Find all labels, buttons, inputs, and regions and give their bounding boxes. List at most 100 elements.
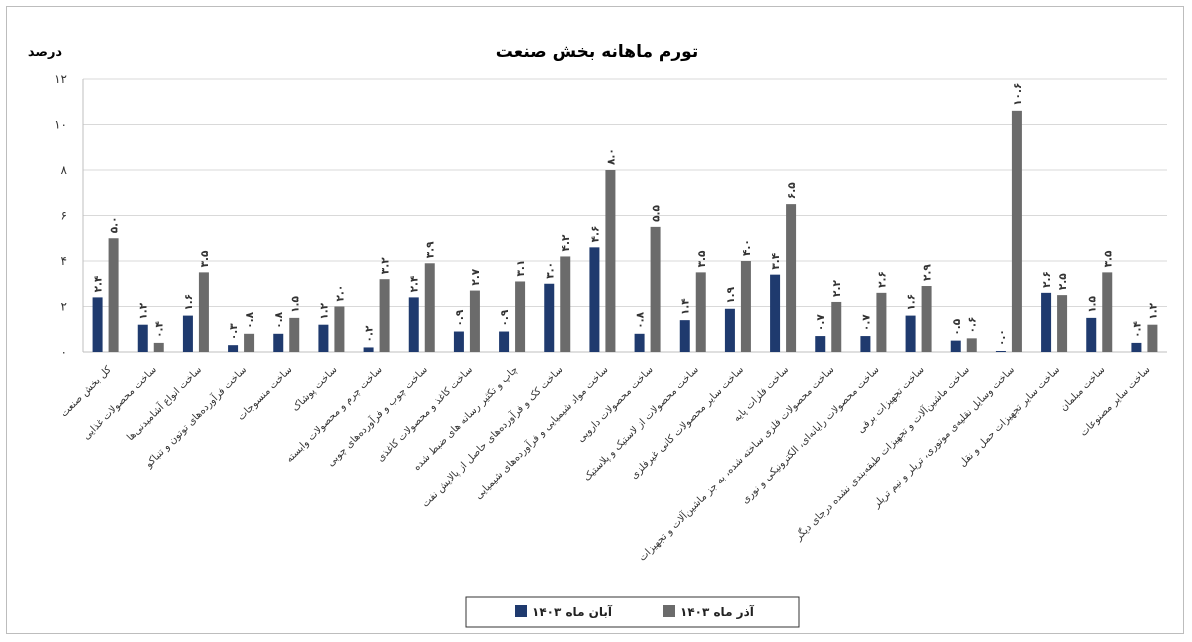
bar-azar bbox=[153, 342, 164, 352]
data-label: ۲.۶ bbox=[876, 271, 888, 288]
bar-azar bbox=[424, 263, 435, 352]
data-label: ۱.۲ bbox=[1147, 302, 1159, 319]
data-label: ۳.۱ bbox=[515, 260, 527, 277]
category-label: ساخت انواع آشامیدنی‌ها bbox=[124, 363, 204, 443]
data-label: ۳.۴ bbox=[770, 252, 782, 269]
bar-aban bbox=[634, 333, 645, 352]
bar-azar bbox=[786, 204, 797, 352]
data-label: ۰.۸ bbox=[273, 311, 285, 328]
data-label: ۰.۴ bbox=[154, 321, 166, 338]
legend-swatch-aban bbox=[515, 605, 527, 617]
bar-azar bbox=[560, 256, 571, 352]
chart-title: تورم ماهانه بخش صنعت bbox=[496, 42, 698, 62]
data-label: ۱.۲ bbox=[138, 302, 150, 319]
data-label: ۰.۴ bbox=[1131, 321, 1143, 338]
data-label: ۳.۵ bbox=[199, 250, 211, 267]
data-label: ۱.۶ bbox=[906, 294, 918, 311]
bar-azar bbox=[515, 281, 526, 352]
bar-azar bbox=[198, 272, 209, 352]
data-label: ۱.۴ bbox=[680, 298, 692, 315]
data-label: ۰.۹ bbox=[454, 309, 466, 326]
data-label: ۲.۴ bbox=[409, 275, 421, 292]
bar-aban bbox=[92, 297, 103, 352]
data-label: ۴.۲ bbox=[560, 234, 572, 251]
legend: آبان ماه ۱۴۰۳ آذر ماه ۱۴۰۳ bbox=[465, 596, 800, 628]
bar-aban bbox=[1041, 292, 1052, 352]
bar-azar bbox=[289, 317, 300, 352]
bar-azar bbox=[921, 286, 932, 352]
bar-azar bbox=[695, 272, 706, 352]
y-axis-ticks: ۰ ۲ ۴ ۶ ۸ ۱۰ ۱۲ bbox=[54, 72, 67, 359]
category-label: ساخت پوشاک bbox=[290, 364, 339, 413]
data-label: ۵.۰ bbox=[109, 216, 121, 233]
bar-azar bbox=[1147, 324, 1158, 352]
legend-swatch-azar bbox=[663, 605, 675, 617]
data-label: ۳.۹ bbox=[425, 241, 437, 258]
data-labels: ۲.۴ ۵.۰ ۱.۲ ۰.۴ ۱.۶ ۳.۵ ۰.۳ ۰.۸ ۰.۸ ۱.۵ ۱.۲ ۲.۰ ۰.۲ ۳… bbox=[93, 83, 1160, 346]
bar-azar bbox=[650, 226, 661, 352]
bar-aban bbox=[724, 308, 735, 352]
data-label: ۰.۷ bbox=[860, 314, 872, 331]
bar-aban bbox=[770, 274, 781, 352]
data-label: ۰.۸ bbox=[635, 311, 647, 328]
data-label: ۱.۵ bbox=[1086, 295, 1098, 312]
y-tick-label: ۰ bbox=[61, 345, 67, 359]
category-label: ساخت سایر تجهیزات حمل و نقل bbox=[957, 364, 1062, 469]
bar-azar bbox=[1102, 272, 1113, 352]
bar-azar bbox=[469, 290, 480, 352]
data-label: ۲.۴ bbox=[93, 275, 105, 292]
y-tick-label: ۸ bbox=[61, 163, 68, 177]
bar-azar bbox=[966, 338, 977, 352]
data-label: ۰.۰ bbox=[996, 329, 1008, 346]
data-label: ۲.۶ bbox=[1041, 271, 1053, 288]
data-label: ۲.۵ bbox=[1057, 273, 1069, 290]
data-label: ۳.۵ bbox=[1102, 250, 1114, 267]
data-label: ۶.۵ bbox=[786, 182, 798, 199]
bar-azar bbox=[379, 279, 390, 352]
bars bbox=[92, 110, 1158, 352]
y-tick-label: ۶ bbox=[61, 209, 67, 223]
bar-azar bbox=[244, 333, 255, 352]
bar-azar bbox=[1057, 295, 1068, 352]
y-tick-label: ۱۲ bbox=[54, 72, 67, 86]
data-label: ۱.۹ bbox=[725, 286, 737, 303]
bar-aban bbox=[860, 336, 871, 352]
data-label: ۲.۲ bbox=[831, 280, 843, 297]
bar-aban bbox=[318, 324, 329, 352]
bar-aban bbox=[589, 247, 600, 352]
bar-aban bbox=[499, 331, 510, 352]
data-label: ۰.۷ bbox=[815, 314, 827, 331]
data-label: ۲.۹ bbox=[922, 264, 934, 281]
data-label: ۱.۲ bbox=[318, 302, 330, 319]
bar-aban bbox=[453, 331, 464, 352]
y-tick-label: ۲ bbox=[61, 300, 67, 314]
y-axis-unit: درصد bbox=[28, 45, 63, 60]
data-label: ۳.۰ bbox=[544, 262, 556, 279]
bar-aban bbox=[408, 297, 419, 352]
category-label: ساخت چرم و محصولات وابسته bbox=[284, 364, 385, 465]
y-tick-label: ۴ bbox=[61, 254, 67, 268]
bar-aban bbox=[815, 336, 826, 352]
legend-label-aban: آبان ماه ۱۴۰۳ bbox=[532, 604, 613, 619]
bar-aban bbox=[273, 333, 284, 352]
bar-aban bbox=[995, 351, 1006, 352]
data-label: ۲.۷ bbox=[470, 268, 482, 285]
gridlines bbox=[82, 78, 1167, 353]
bar-azar bbox=[831, 301, 842, 352]
data-label: ۵.۵ bbox=[651, 204, 663, 221]
bar-aban bbox=[905, 315, 916, 352]
data-label: ۴.۰ bbox=[741, 239, 753, 256]
bar-aban bbox=[363, 347, 374, 352]
data-label: ۱.۶ bbox=[183, 294, 195, 311]
data-label: ۳.۵ bbox=[696, 250, 708, 267]
bar-azar bbox=[876, 292, 887, 352]
bar-aban bbox=[1131, 342, 1142, 352]
data-label: ۲.۰ bbox=[334, 285, 346, 302]
data-label: ۳.۲ bbox=[380, 257, 392, 274]
data-label: ۸.۰ bbox=[605, 148, 617, 165]
bar-aban bbox=[182, 315, 193, 352]
bar-aban bbox=[1086, 317, 1097, 352]
bar-aban bbox=[544, 283, 555, 352]
data-label: ۰.۶ bbox=[967, 317, 979, 334]
